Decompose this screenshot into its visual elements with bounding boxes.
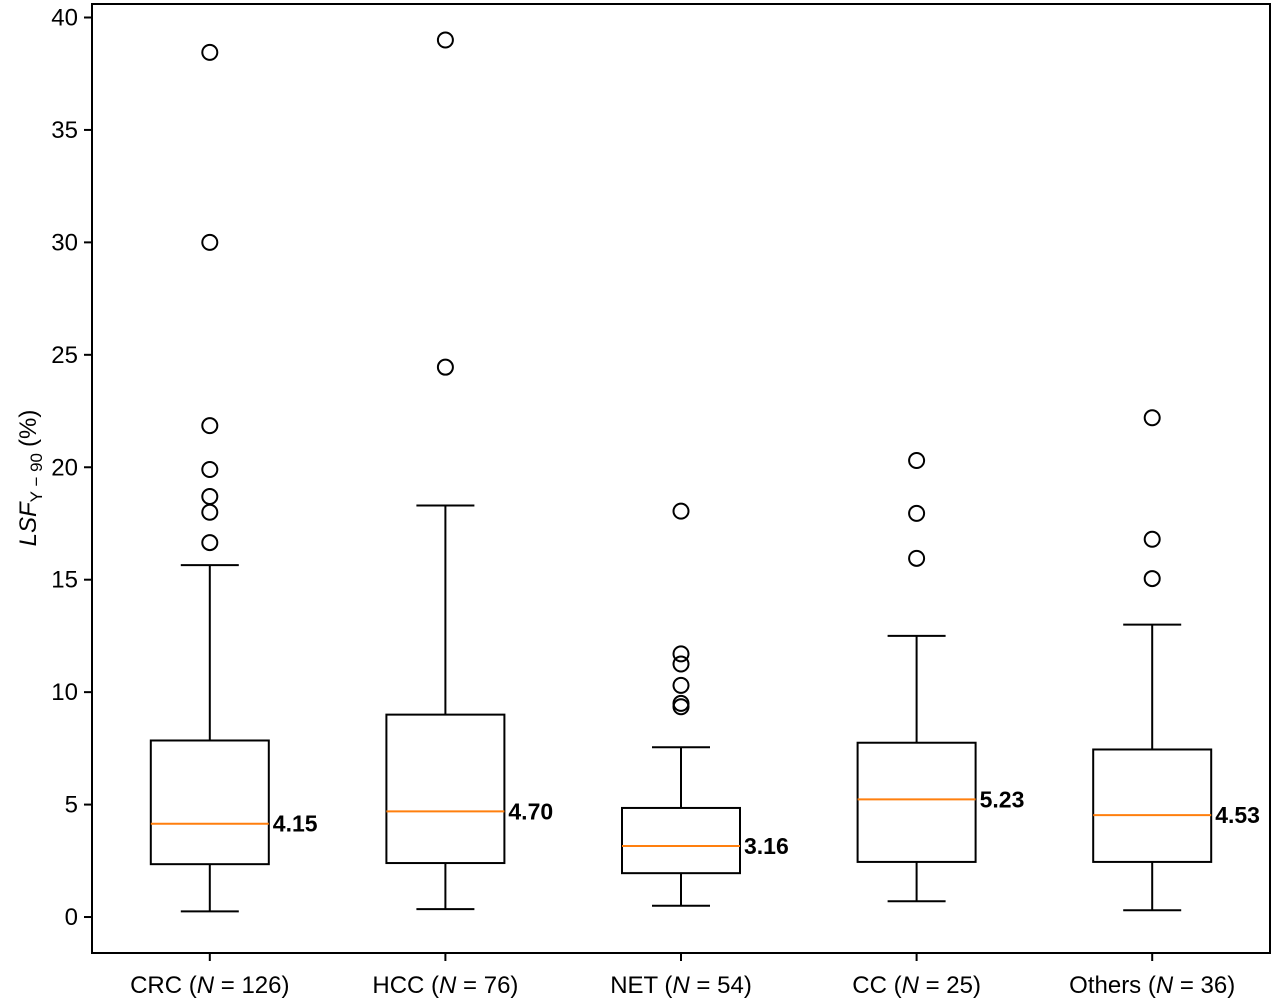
x-tick-label: NET (N = 54)	[610, 972, 752, 999]
x-tick-label-suffix: = 25)	[919, 972, 981, 999]
box-group: 5.23	[856, 452, 1025, 903]
outlier-point	[672, 645, 690, 663]
median-value-label: 4.53	[1215, 802, 1260, 828]
outlier-point	[672, 676, 690, 694]
outlier-point	[1143, 409, 1161, 427]
outlier-point	[672, 698, 690, 716]
x-axis-ticks: CRC (N = 126) HCC (N = 76) NET (N = 54) CC …	[130, 953, 1235, 999]
median-value-label: 3.16	[744, 833, 789, 859]
median-value-label: 4.15	[273, 811, 318, 837]
outlier-point	[1143, 530, 1161, 548]
x-tick-label-suffix: = 76)	[456, 972, 518, 999]
x-tick-label: CRC (N = 126)	[130, 972, 289, 999]
outlier-point	[908, 549, 926, 567]
box-group: 4.15	[149, 43, 318, 913]
median-value-label: 5.23	[980, 786, 1025, 812]
x-tick-label-prefix: NET (	[610, 972, 672, 999]
outlier-point	[908, 504, 926, 522]
y-axis-label-italic: LSF	[15, 501, 42, 546]
outlier-point	[201, 461, 219, 479]
y-tick-label: 20	[51, 454, 78, 481]
iqr-box	[149, 739, 270, 866]
x-tick-label-n: N	[439, 972, 457, 999]
y-axis-label-text: LSFY − 90 (%)	[15, 410, 46, 547]
y-tick-label: 35	[51, 117, 78, 144]
y-tick-label: 40	[51, 4, 78, 31]
x-tick-label: CC (N = 25)	[852, 972, 981, 999]
iqr-box	[856, 741, 977, 863]
box-group: 4.70	[385, 31, 553, 911]
median-value-label: 4.70	[508, 798, 553, 824]
x-tick-label: Others (N = 36)	[1069, 972, 1235, 999]
outlier-point	[201, 417, 219, 435]
x-tick-label-suffix: = 54)	[690, 972, 752, 999]
outlier-point	[201, 534, 219, 552]
outlier-point	[908, 452, 926, 470]
y-axis-ticks: 0 5 10 15 20 25 30 35 40	[51, 4, 92, 931]
outlier-point	[201, 233, 219, 251]
y-tick-label: 0	[65, 904, 78, 931]
x-tick-label-prefix: CRC (	[130, 972, 197, 999]
x-tick-label-suffix: = 126)	[214, 972, 289, 999]
outlier-point	[201, 503, 219, 521]
outlier-point	[672, 655, 690, 673]
iqr-box	[621, 806, 741, 875]
y-tick-label: 30	[51, 229, 78, 256]
x-tick-label-prefix: CC (	[852, 972, 901, 999]
outlier-point	[436, 31, 454, 49]
outlier-point	[201, 43, 219, 61]
x-tick-label-prefix: HCC (	[372, 972, 439, 999]
outlier-point	[672, 502, 690, 520]
y-axis-label: LSFY − 90 (%)	[15, 410, 46, 547]
outlier-point	[201, 487, 219, 505]
x-tick-label: HCC (N = 76)	[372, 972, 518, 999]
x-tick-label-n: N	[197, 972, 215, 999]
y-axis-label-unit: (%)	[15, 410, 42, 447]
y-axis-label-subscript: Y − 90	[27, 453, 46, 502]
box-group: 3.16	[621, 502, 789, 907]
box-group: 4.53	[1092, 409, 1260, 912]
iqr-box	[385, 713, 506, 865]
iqr-box	[1092, 748, 1213, 863]
x-tick-label-n: N	[1156, 972, 1174, 999]
x-tick-label-suffix: = 36)	[1173, 972, 1235, 999]
y-tick-label: 15	[51, 567, 78, 594]
outlier-point	[672, 694, 690, 712]
box-series: 4.15 4.70 3.16 5.23 4.53	[149, 31, 1260, 913]
x-tick-label-n: N	[902, 972, 920, 999]
outlier-point	[1143, 570, 1161, 588]
y-tick-label: 10	[51, 679, 78, 706]
y-tick-label: 5	[65, 792, 78, 819]
outlier-point	[436, 358, 454, 376]
plot-area-frame	[91, 3, 1271, 954]
x-tick-label-n: N	[672, 972, 690, 999]
x-tick-label-prefix: Others (	[1069, 972, 1156, 999]
y-tick-label: 25	[51, 342, 78, 369]
